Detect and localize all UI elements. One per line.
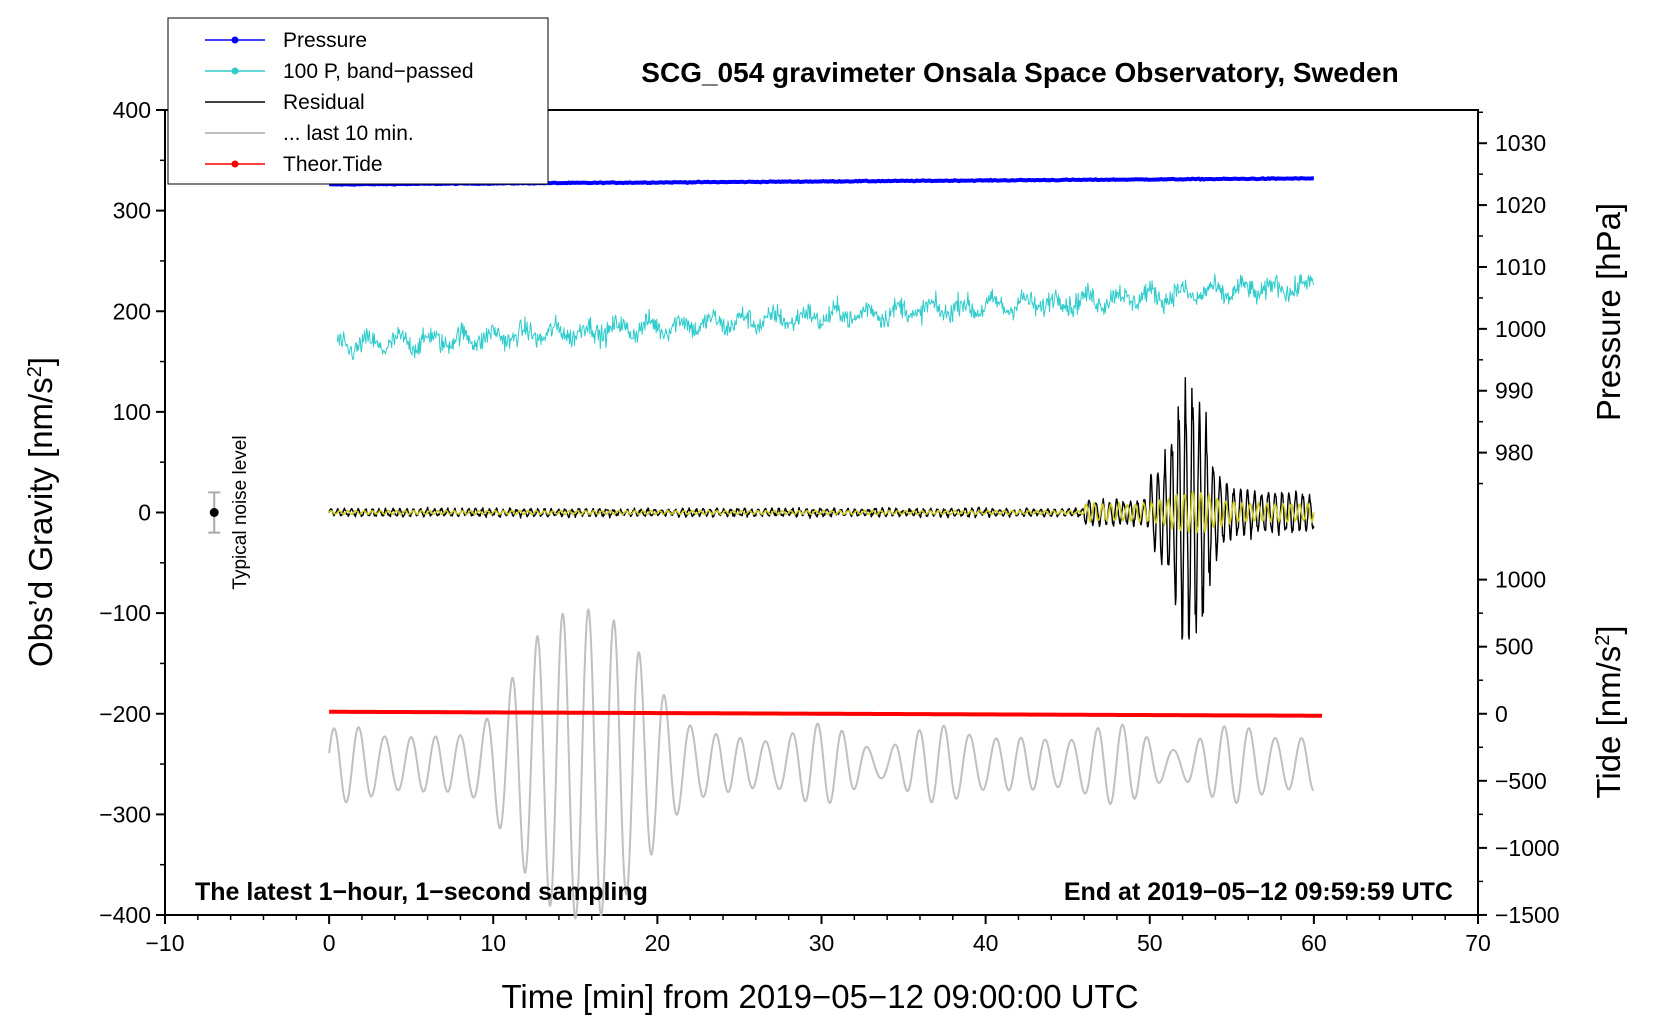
tide-tick-label: −1500 [1495,902,1560,928]
y-axis-label-left-sup: 2 [24,366,46,377]
legend-marker [231,160,239,168]
y-axis-label-tide-sup: 2 [1592,635,1614,646]
x-axis-label: Time [min] from 2019−05−12 09:00:00 UTC [501,978,1138,1015]
y-tick-label-left: 400 [113,97,151,123]
y-tick-label-left: −200 [99,701,151,727]
x-tick-label: 70 [1465,930,1491,956]
y-tick-label-left: 300 [113,198,151,224]
x-tick-label: 50 [1137,930,1163,956]
x-tick-label: 20 [645,930,671,956]
noise-label: Typical noise level [230,435,251,589]
y-tick-label-left: −400 [99,902,151,928]
annotation-end-time: End at 2019−05−12 09:59:59 UTC [1064,878,1453,906]
annotation-latest-hour: The latest 1−hour, 1−second sampling [195,878,648,906]
legend-label: ... last 10 min. [283,122,414,145]
y-axis-label-left: Obs’d Gravity [nm/s2] [22,357,59,667]
pressure-tick-label: 1020 [1495,192,1546,218]
y-axis-label-tide: Tide [nm/s2] [1590,625,1627,798]
y-tick-label-left: 0 [138,500,151,526]
y-axis-label-pressure: Pressure [hPa] [1590,203,1627,421]
series-theor-tide [329,709,1323,718]
y-axis-label-tide-end: ] [1590,625,1627,634]
legend-label: Pressure [283,29,367,52]
y-tick-label-left: −100 [99,600,151,626]
tide-tick-label: 1000 [1495,567,1546,593]
series-layer [328,176,1323,920]
legend-marker [231,36,239,44]
chart-title: SCG_054 gravimeter Onsala Space Observat… [641,57,1398,88]
pressure-tick-label: 1030 [1495,130,1546,156]
y-tick-label-left: 100 [113,399,151,425]
y-tick-label-left: 200 [113,298,151,324]
legend-items: Pressure 100 P, band−passed Residual ... la… [205,29,474,176]
series-residual-filtered [328,491,1315,534]
noise-dot [209,508,219,517]
pressure-tick-label: 980 [1495,440,1533,466]
axis-layer: −10 0 10 20 30 40 50 60 704003002001000−100−200−… [99,97,1559,956]
tide-tick-label: 0 [1495,701,1508,727]
series-band-passed [336,273,1315,361]
x-tick-label: 60 [1301,930,1327,956]
y-axis-label-tide-base: Tide [nm/s [1590,646,1627,799]
legend-box [167,17,549,185]
pressure-tick-label: 990 [1495,378,1533,404]
tide-tick-label: −1000 [1495,835,1560,861]
y-axis-label-left-base: Obs’d Gravity [nm/s [22,377,59,667]
x-tick-label: 40 [973,930,999,956]
series-last-10-min [328,608,1315,920]
legend-label: Theor.Tide [283,153,383,176]
noise-marker: Typical noise level [208,435,251,590]
pressure-tick-label: 1000 [1495,316,1546,342]
legend: Pressure 100 P, band−passed Residual ... la… [167,17,549,185]
legend-label: Residual [283,91,365,114]
x-tick-label: 30 [809,930,835,956]
pressure-tick-label: 1010 [1495,254,1546,280]
x-tick-label: 0 [323,930,336,956]
legend-label: 100 P, band−passed [283,60,474,83]
legend-marker [231,67,239,75]
y-tick-label-left: −300 [99,801,151,827]
tide-tick-label: 500 [1495,634,1533,660]
x-tick-label: 10 [480,930,506,956]
x-tick-label: −10 [145,930,184,956]
tide-tick-label: −500 [1495,768,1547,794]
y-axis-label-left-end: ] [22,357,59,366]
